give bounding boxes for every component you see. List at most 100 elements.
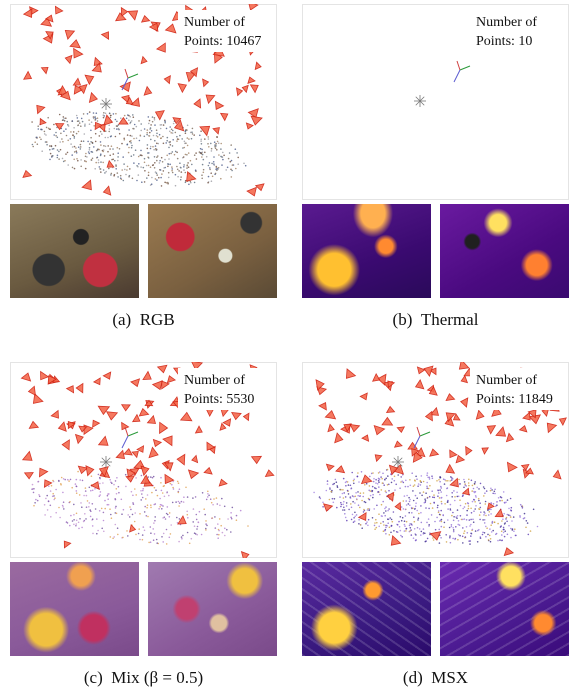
point (409, 501, 411, 503)
point (342, 493, 344, 495)
point (445, 480, 447, 482)
point (207, 493, 209, 495)
point (136, 126, 138, 128)
point (123, 163, 125, 165)
point (207, 491, 209, 493)
point (150, 541, 152, 543)
point (403, 482, 405, 484)
point (213, 161, 215, 163)
thumbnail (148, 562, 277, 656)
point (162, 541, 164, 543)
point (161, 536, 163, 538)
point (47, 117, 49, 119)
point (85, 156, 87, 158)
point (413, 485, 415, 487)
point (103, 112, 105, 114)
point (372, 486, 374, 488)
point (382, 473, 384, 475)
point (52, 480, 54, 482)
point (103, 145, 105, 147)
point (457, 509, 459, 511)
point (385, 525, 387, 527)
thumbnail (440, 562, 569, 656)
point (191, 138, 193, 140)
point (179, 488, 181, 490)
point (81, 506, 83, 508)
point (482, 534, 484, 536)
point (183, 496, 185, 498)
point (102, 151, 104, 153)
point (339, 496, 341, 498)
point (93, 125, 95, 127)
point (185, 172, 187, 174)
point (144, 162, 146, 164)
point (429, 477, 431, 479)
point (67, 164, 69, 166)
point (350, 485, 352, 487)
point (94, 119, 96, 121)
point (400, 476, 402, 478)
point (147, 129, 149, 131)
point (86, 495, 88, 497)
point (82, 480, 84, 482)
point (100, 491, 102, 493)
point (109, 148, 111, 150)
point (449, 535, 451, 537)
point (484, 522, 486, 524)
point (181, 538, 183, 540)
point (179, 518, 181, 520)
point (373, 478, 375, 480)
point (468, 508, 470, 510)
point (117, 176, 119, 178)
point (171, 170, 173, 172)
point (151, 130, 153, 132)
point (413, 500, 415, 502)
point (229, 152, 231, 154)
point (508, 514, 510, 516)
point (155, 178, 157, 180)
point (457, 496, 459, 498)
point (441, 501, 443, 503)
point (201, 143, 203, 145)
point (192, 497, 194, 499)
point (164, 121, 166, 123)
point (501, 540, 503, 542)
point (490, 538, 492, 540)
point (333, 502, 335, 504)
point (372, 472, 374, 474)
point (156, 174, 158, 176)
point (164, 182, 166, 184)
point (161, 173, 163, 175)
point (353, 496, 355, 498)
point (231, 518, 233, 520)
point (94, 488, 96, 490)
point (188, 166, 190, 168)
point (485, 501, 487, 503)
point (169, 164, 171, 166)
point (188, 138, 190, 140)
point (198, 522, 200, 524)
point (351, 519, 353, 521)
point (63, 130, 65, 132)
point (111, 173, 113, 175)
point (79, 494, 81, 496)
point (470, 535, 472, 537)
point (99, 477, 101, 479)
point (136, 137, 138, 139)
point (146, 132, 148, 134)
point (151, 183, 153, 185)
point (51, 156, 53, 158)
point (415, 502, 417, 504)
point (128, 129, 130, 131)
point (63, 501, 65, 503)
point (128, 147, 130, 149)
point (180, 179, 182, 181)
point (209, 162, 211, 164)
point (508, 525, 510, 527)
count-line-1: Number of (476, 373, 537, 388)
point (501, 520, 503, 522)
point (464, 530, 466, 532)
point (36, 137, 38, 139)
point (211, 518, 213, 520)
point (172, 132, 174, 134)
